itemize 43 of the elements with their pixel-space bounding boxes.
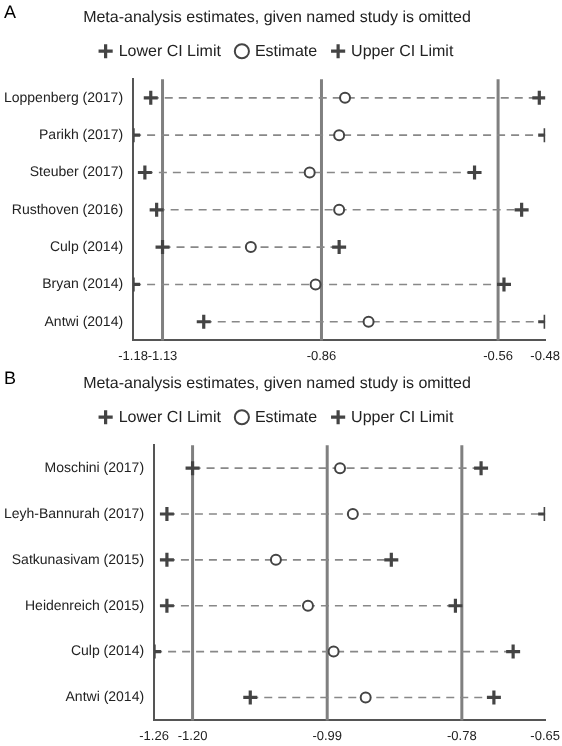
point (333, 129, 346, 142)
point (241, 688, 259, 707)
point (333, 203, 346, 216)
point (158, 551, 176, 569)
point (495, 275, 513, 294)
chart-title: Meta-analysis estimates, given named study is omitted (83, 374, 471, 393)
legend-label: Estimate (254, 407, 319, 426)
point (153, 238, 172, 256)
legend-label: Lower CI Limit (118, 407, 223, 426)
point (334, 462, 347, 475)
point (513, 201, 531, 219)
point (158, 505, 176, 523)
point (327, 645, 340, 658)
point (309, 278, 322, 291)
chart-title: Meta-analysis estimates, given named study is omitted (83, 8, 471, 27)
text: B (4, 367, 17, 388)
point (330, 238, 348, 256)
point (504, 643, 522, 661)
point (136, 163, 154, 182)
point (183, 459, 202, 477)
legend-label: Lower CI Limit (118, 41, 223, 60)
point (465, 163, 484, 182)
point (303, 166, 316, 179)
point (158, 597, 176, 615)
point (301, 599, 314, 612)
point (346, 508, 359, 520)
point (530, 89, 546, 107)
point (472, 459, 490, 477)
point (359, 691, 372, 704)
point (362, 315, 375, 328)
point (446, 597, 465, 615)
legend-label: Upper CI Limit (351, 41, 455, 60)
point (485, 688, 503, 707)
legend-label: Estimate (254, 41, 319, 60)
legend-label: Upper CI Limit (351, 407, 455, 426)
point (142, 89, 160, 107)
point (339, 91, 352, 104)
point (382, 551, 400, 569)
point (244, 241, 257, 254)
text: A (4, 1, 17, 22)
point (148, 201, 166, 219)
point (269, 553, 282, 566)
point (195, 313, 213, 331)
